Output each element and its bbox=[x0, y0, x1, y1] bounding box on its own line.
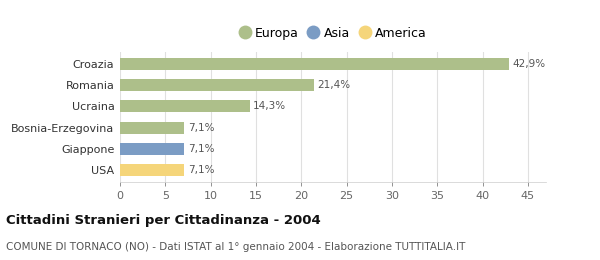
Bar bbox=[120, 122, 184, 133]
Text: 21,4%: 21,4% bbox=[317, 80, 351, 90]
Bar bbox=[120, 143, 184, 155]
Text: 7,1%: 7,1% bbox=[188, 123, 214, 133]
Text: Cittadini Stranieri per Cittadinanza - 2004: Cittadini Stranieri per Cittadinanza - 2… bbox=[6, 214, 321, 227]
Text: 42,9%: 42,9% bbox=[512, 59, 545, 69]
Bar bbox=[120, 79, 314, 91]
Text: 7,1%: 7,1% bbox=[188, 144, 214, 154]
Text: 7,1%: 7,1% bbox=[188, 165, 214, 175]
Legend: Europa, Asia, America: Europa, Asia, America bbox=[235, 22, 431, 45]
Bar bbox=[120, 101, 250, 112]
Bar bbox=[120, 164, 184, 176]
Bar bbox=[120, 58, 509, 70]
Text: 14,3%: 14,3% bbox=[253, 101, 286, 111]
Text: COMUNE DI TORNACO (NO) - Dati ISTAT al 1° gennaio 2004 - Elaborazione TUTTITALIA: COMUNE DI TORNACO (NO) - Dati ISTAT al 1… bbox=[6, 242, 466, 252]
